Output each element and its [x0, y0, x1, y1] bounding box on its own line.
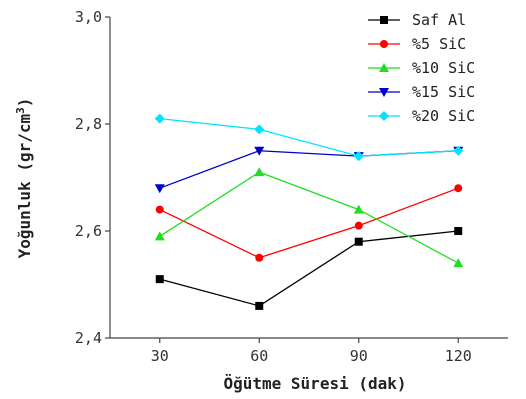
- series-line: [159, 118, 459, 157]
- legend-label: %10 SiC: [412, 59, 475, 77]
- x-axis-title: Öğütme Süresi (dak): [223, 374, 406, 393]
- legend-label: %20 SiC: [412, 107, 475, 125]
- legend-label: %15 SiC: [412, 83, 475, 101]
- data-point: [155, 205, 164, 214]
- legend-label: %5 SiC: [412, 35, 466, 53]
- y-tick-label: 2,4: [75, 329, 102, 347]
- series-line: [159, 187, 459, 259]
- x-tick-label: 120: [445, 347, 472, 365]
- legend-marker: [380, 16, 388, 24]
- x-axis-ticks: 30 60 90 120: [151, 338, 472, 365]
- legend-item: %20 SiC: [368, 107, 475, 125]
- legend-item: %5 SiC: [368, 35, 466, 53]
- data-point: [453, 145, 464, 156]
- series-group: [155, 227, 463, 310]
- legend-item: %10 SiC: [368, 59, 475, 77]
- data-point: [255, 253, 264, 262]
- data-point: [354, 237, 363, 246]
- legend-marker: [379, 88, 389, 97]
- data-point: [155, 275, 164, 284]
- data-point: [354, 221, 363, 230]
- data-point: [154, 113, 165, 124]
- legend-marker: [379, 111, 389, 121]
- y-tick-label: 2,8: [75, 115, 102, 133]
- legend-marker: [379, 63, 389, 72]
- data-point: [254, 124, 265, 135]
- series-layer: [154, 113, 464, 310]
- data-point: [254, 146, 265, 156]
- series-line: [159, 171, 459, 264]
- x-tick-label: 30: [151, 347, 169, 365]
- data-point: [255, 301, 264, 310]
- y-axis-ticks: 2,4 2,6 2,8 3,0: [75, 8, 110, 347]
- y-axis-title-sup: 3: [14, 107, 27, 114]
- data-point: [454, 184, 463, 193]
- series-group: [154, 167, 464, 268]
- series-group: [154, 146, 464, 194]
- legend: Saf Al %5 SiC %10 SiC %15 SiC %20 SiC: [368, 11, 475, 125]
- data-point: [254, 167, 265, 177]
- y-axis-title-main: Yoğunluk (gr/cm: [15, 114, 34, 259]
- data-point: [353, 151, 364, 162]
- data-point: [353, 204, 364, 214]
- data-point: [154, 184, 165, 194]
- legend-marker: [380, 40, 388, 48]
- y-tick-label: 2,6: [75, 222, 102, 240]
- legend-label: Saf Al: [412, 11, 466, 29]
- legend-item: Saf Al: [368, 11, 466, 29]
- series-line: [159, 150, 459, 189]
- x-tick-label: 90: [350, 347, 368, 365]
- series-group: [154, 113, 464, 162]
- y-axis-title: Yoğunluk (gr/cm3): [14, 98, 34, 259]
- data-point: [453, 258, 464, 268]
- series-group: [155, 184, 463, 262]
- data-point: [154, 231, 165, 241]
- legend-item: %15 SiC: [368, 83, 475, 101]
- y-axis-title-close: ): [15, 98, 34, 108]
- plot-frame: [109, 17, 508, 339]
- data-point: [454, 227, 463, 235]
- x-tick-label: 60: [250, 347, 268, 365]
- y-tick-label: 3,0: [75, 8, 102, 26]
